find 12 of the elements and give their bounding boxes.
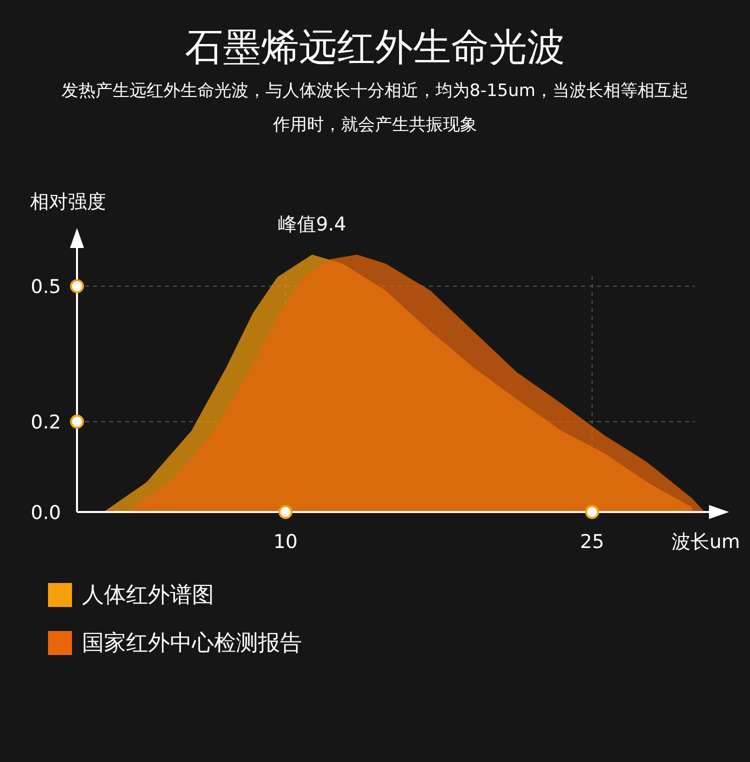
annotation: 峰值9.4	[278, 214, 346, 236]
y-tick-label: 0.5	[30, 276, 61, 298]
y-axis-title: 相对强度	[30, 191, 106, 213]
legend-label: 人体红外谱图	[82, 582, 214, 610]
x-tick-label: 10	[273, 531, 298, 553]
chart-title: 石墨烯远红外生命光波	[184, 24, 566, 71]
chart-subtitle: 发热产生远红外生命光波，与人体波长十分相近，均为8-15um，当波长相等相互起作用时，就会产生共振现象	[60, 80, 690, 137]
y-tick-label: 0.0	[30, 502, 61, 524]
x-tick-label: 25	[580, 531, 604, 553]
y-tick-label: 0.2	[30, 412, 61, 434]
x-axis-title: 波长um	[671, 531, 740, 553]
legend-label: 国家红外中心检测报告	[82, 630, 302, 658]
